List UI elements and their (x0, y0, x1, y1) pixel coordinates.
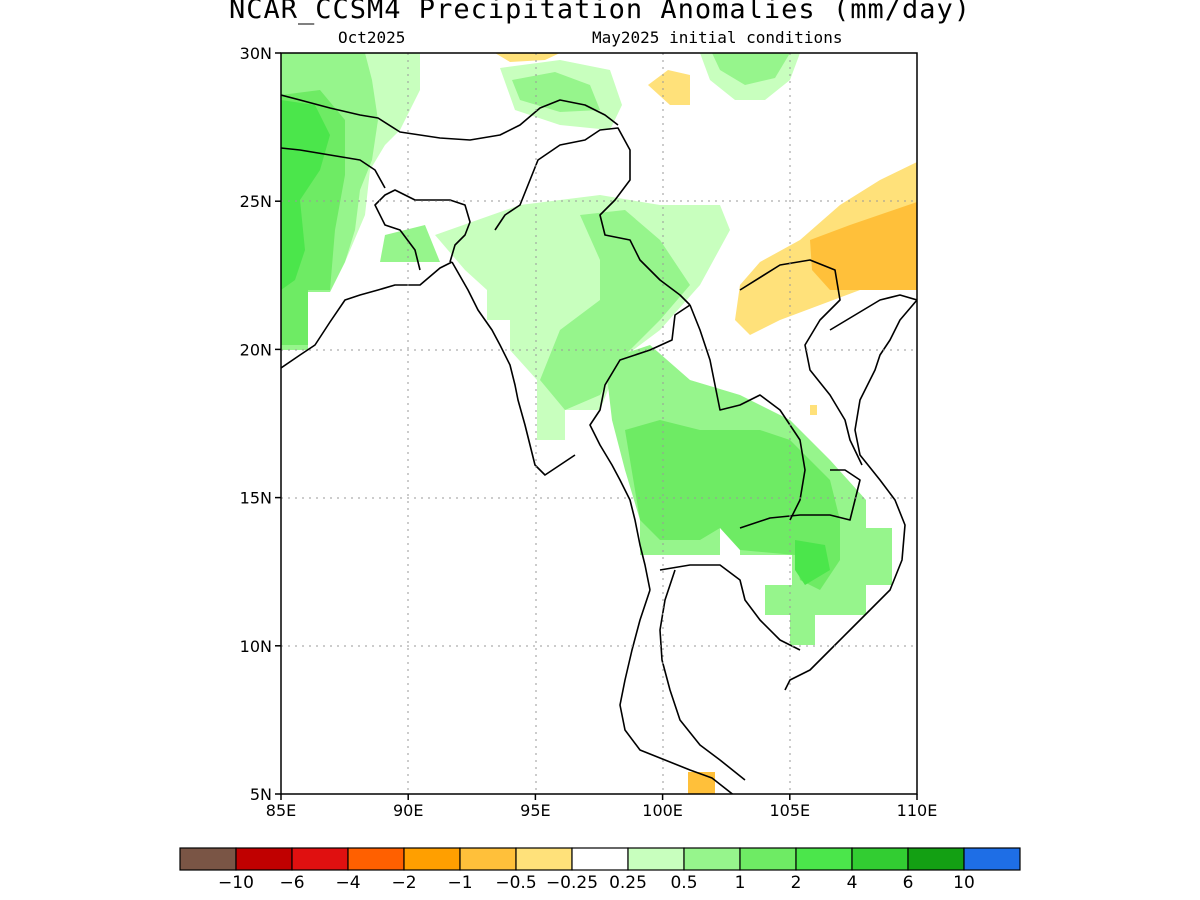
lat-tick-label: 5N (250, 785, 272, 804)
anomaly-dry-top (495, 53, 560, 62)
china-coast (829, 294, 917, 331)
lat-tick-label: 30N (240, 44, 272, 63)
colorbar-label: 2 (791, 873, 802, 893)
colorbar-swatch (347, 847, 405, 871)
colorbar-label: 0.5 (670, 873, 697, 893)
gulf-of-thailand-north (659, 564, 801, 651)
lon-tick-label: 95E (520, 801, 550, 820)
cambodia-border (739, 469, 861, 529)
colorbar-label: 0.25 (609, 873, 647, 893)
anomaly-region-ne-mid (712, 53, 790, 85)
laos-thai-border (689, 304, 806, 521)
colorbar-label: −2 (391, 873, 416, 893)
colorbar-swatch (179, 847, 237, 871)
myanmar-west-coast (451, 261, 576, 476)
colorbar-label: 4 (847, 873, 858, 893)
anomaly-dry-north (648, 70, 690, 105)
anomaly-region-cambodia-core (795, 540, 830, 585)
colorbar-swatch (627, 847, 685, 871)
lat-tick-label: 10N (240, 637, 272, 656)
colorbar-label: −6 (279, 873, 304, 893)
gridlines (281, 53, 917, 794)
india-east-coast (281, 261, 453, 369)
colorbar-label: 10 (953, 873, 975, 893)
anomaly-region-tibet-mid (512, 72, 600, 112)
map-frame (280, 52, 918, 795)
thai-peninsula-west (619, 589, 734, 794)
initial-conditions: May2025 initial conditions (592, 28, 843, 47)
axis-ticks: 85E 90E 95E 100E 105E 110E 30N 25N 20N 15N 10N 5N (240, 44, 938, 820)
colorbar-swatch (795, 847, 853, 871)
anomaly-region-west-core (281, 100, 330, 290)
lat-tick-label: 15N (240, 489, 272, 508)
lon-tick-label: 85E (266, 801, 296, 820)
colorbar-swatch (291, 847, 349, 871)
myanmar-china-border (494, 127, 691, 306)
colorbar-label: −10 (218, 873, 254, 893)
lon-tick-label: 110E (897, 801, 938, 820)
forecast-month: Oct2025 (338, 28, 406, 47)
thai-peninsula-east (659, 569, 746, 781)
myanmar-thai-border (589, 304, 691, 591)
lon-tick-label: 100E (642, 801, 683, 820)
anomaly-region-myanmar-mid (540, 210, 690, 410)
nepal-south-border (281, 147, 386, 189)
lat-tick-label: 25N (240, 192, 272, 211)
colorbar-swatch (515, 847, 573, 871)
colorbar-label: −4 (335, 873, 360, 893)
lat-tick-label: 20N (240, 340, 272, 359)
anomaly-shading (281, 53, 917, 794)
anomaly-dry-south (688, 772, 715, 794)
coastlines (281, 94, 917, 794)
anomaly-region-indochina-strong (625, 420, 840, 590)
vietnam-laos-border (739, 259, 863, 466)
colorbar-swatch (851, 847, 909, 871)
anomaly-dry-east-core (810, 202, 917, 290)
lon-tick-label: 90E (393, 801, 423, 820)
colorbar-label: 6 (903, 873, 914, 893)
colorbar-label: −0.5 (495, 873, 536, 893)
colorbar-swatch (963, 847, 1021, 871)
colorbar-label: −0.25 (546, 873, 598, 893)
colorbar-swatch (571, 847, 629, 871)
bangladesh-border (374, 189, 471, 271)
colorbar-swatch (235, 847, 293, 871)
colorbar-swatch (739, 847, 797, 871)
colorbar-label: 1 (735, 873, 746, 893)
map-title: NCAR_CCSM4 Precipitation Anomalies (mm/d… (229, 0, 971, 25)
colorbar-swatch (459, 847, 517, 871)
colorbar: −10 −6 −4 −2 −1 −0.5 −0.25 0.25 0.5 1 2 4 6 10 (179, 847, 1021, 893)
colorbar-swatch (403, 847, 461, 871)
colorbar-swatch (683, 847, 741, 871)
vietnam-coast (784, 299, 917, 691)
colorbar-swatch (907, 847, 965, 871)
anomaly-dry-spot (810, 405, 817, 415)
lon-tick-label: 105E (769, 801, 810, 820)
colorbar-label: −1 (447, 873, 472, 893)
nepal-bhutan-border (281, 94, 619, 141)
